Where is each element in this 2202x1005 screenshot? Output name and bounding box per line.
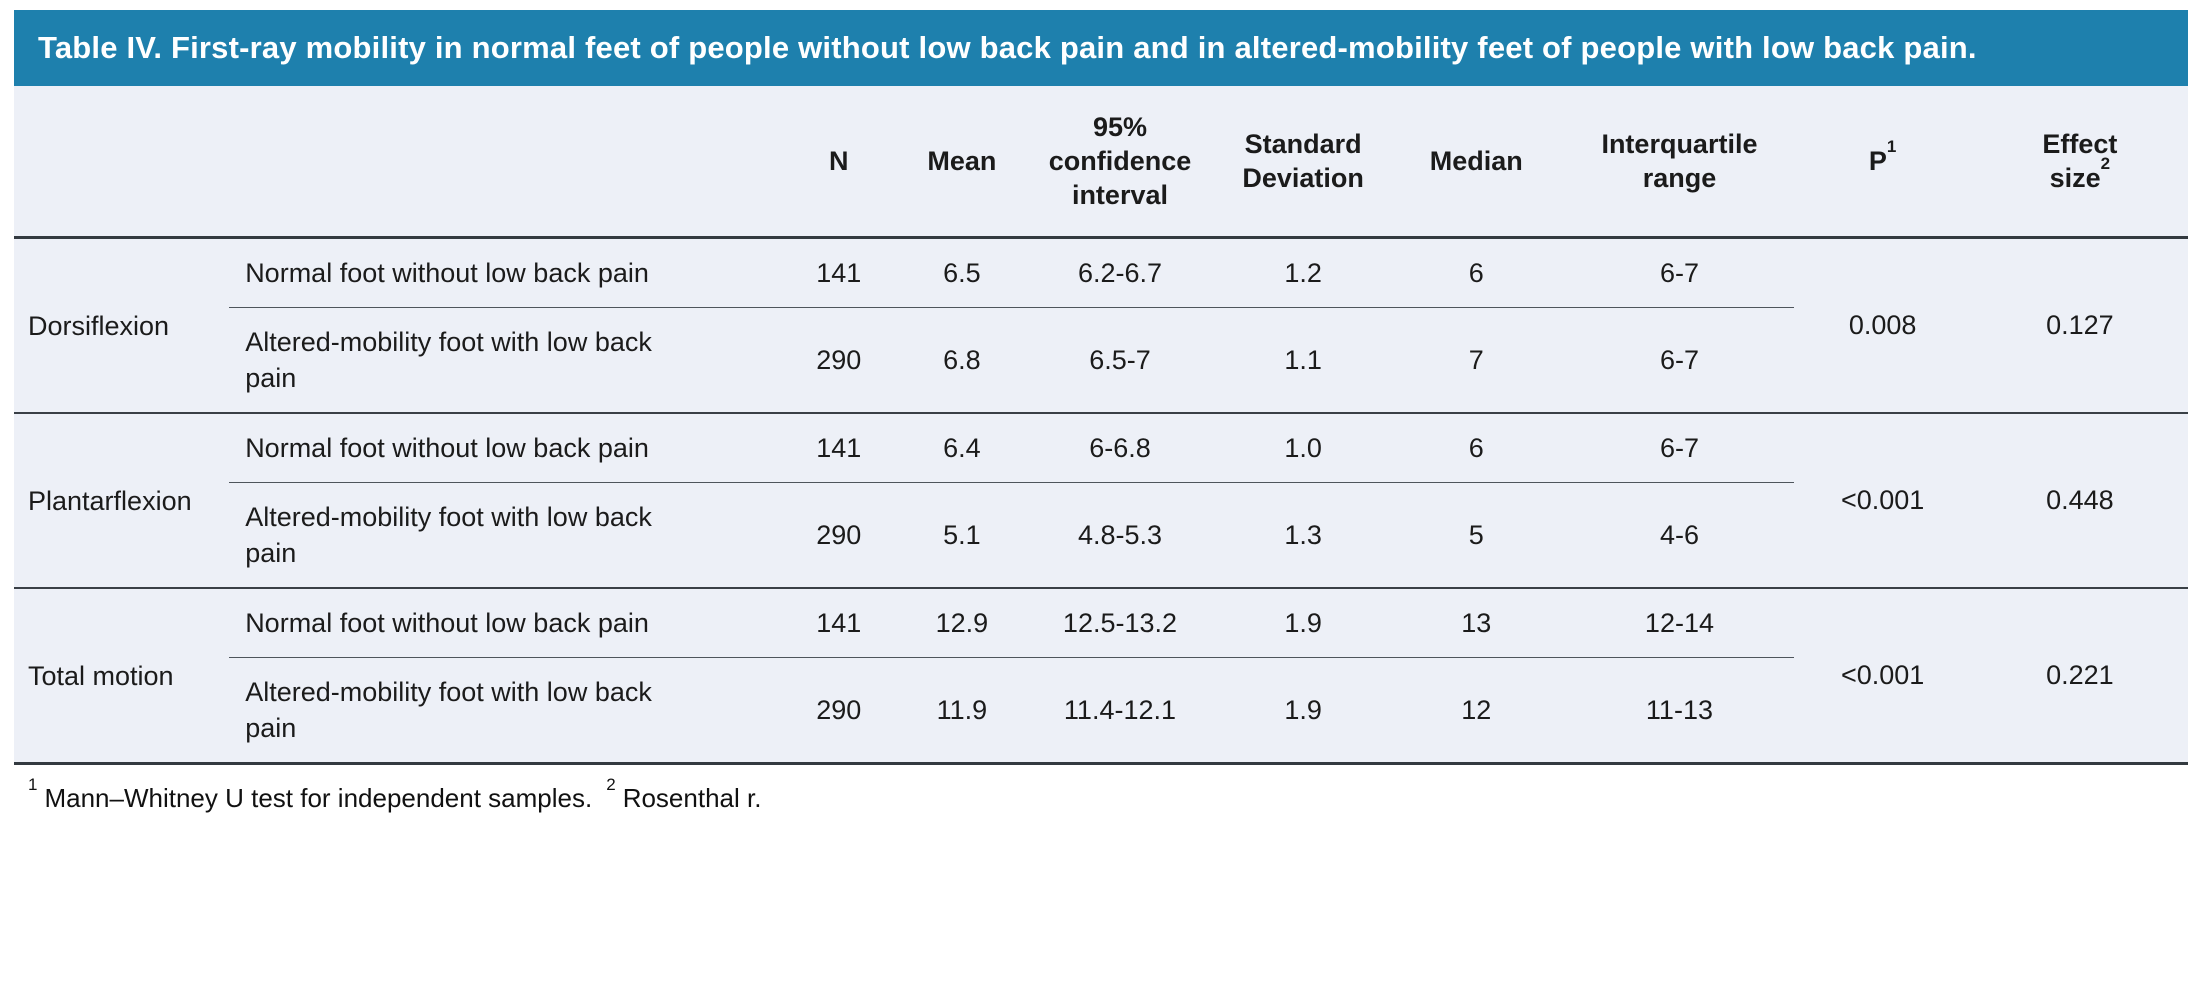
cell-n: 290 [816, 344, 862, 375]
table-row: Total motion Normal foot without low bac… [14, 587, 2188, 764]
cell-confidence-interval: 11.4-12.1 [1063, 694, 1177, 725]
cell-confidence-interval: 4.8-5.3 [1077, 519, 1162, 550]
cell-confidence-interval: 12.5-13.2 [1020, 587, 1220, 658]
cell-n: 141 [774, 412, 903, 483]
condition-cell: Normal foot without low back pain [229, 587, 775, 658]
header-effect-size: Effect size2 [1971, 86, 2188, 239]
header-standard-deviation: Standard Deviation [1219, 86, 1388, 239]
cell-n: 290 [816, 694, 862, 725]
cell-standard-deviation: 1.2 [1219, 237, 1388, 308]
condition-cell: Altered-mobility foot with low back pain [245, 327, 652, 393]
cell-standard-deviation: 1.1 [1284, 344, 1322, 375]
header-mean: Mean [902, 86, 1021, 239]
cell-effect-size: 0.127 [2046, 310, 2114, 340]
table-footnotes: 1 Mann–Whitney U test for independent sam… [28, 775, 2188, 814]
cell-standard-deviation: 1.0 [1219, 412, 1388, 483]
p-footnote-marker: 1 [1886, 137, 1897, 156]
condition-cell: Altered-mobility foot with low back pain [245, 677, 652, 743]
cell-interquartile-range: 12-14 [1565, 587, 1794, 658]
cell-effect-size: 0.448 [1971, 412, 2188, 588]
cell-median: 6 [1387, 412, 1566, 483]
table-card: Table IV. First-ray mobility in normal f… [14, 10, 2188, 814]
table-title: Table IV. First-ray mobility in normal f… [14, 10, 2188, 86]
cell-median: 6 [1387, 237, 1566, 308]
footnote-rosenthal: 2 Rosenthal r. [606, 775, 762, 813]
cell-confidence-interval: 6.2-6.7 [1020, 237, 1220, 308]
header-interquartile-range: Interquartile range [1565, 86, 1794, 239]
header-median: Median [1387, 86, 1566, 239]
row-group-label-total-motion: Total motion [14, 587, 230, 764]
cell-p-value: 0.008 [1848, 310, 1917, 340]
cell-mean: 11.9 [936, 694, 988, 725]
cell-mean: 6.5 [902, 237, 1021, 308]
cell-interquartile-range: 6-7 [1565, 412, 1794, 483]
cell-median: 13 [1387, 587, 1566, 658]
condition-cell: Altered-mobility foot with low back pain [245, 502, 652, 568]
cell-standard-deviation: 1.9 [1219, 587, 1388, 658]
condition-cell: Normal foot without low back pain [229, 237, 775, 308]
cell-interquartile-range: 6-7 [1659, 344, 1699, 375]
cell-n: 141 [774, 587, 903, 658]
cell-standard-deviation: 1.9 [1284, 694, 1322, 725]
cell-standard-deviation: 1.3 [1284, 519, 1322, 550]
first-ray-mobility-table: N Mean 95% confidence interval Standard … [14, 86, 2188, 765]
cell-interquartile-range: 6-7 [1565, 237, 1794, 308]
header-empty-condition [229, 86, 775, 239]
table-header-row: N Mean 95% confidence interval Standard … [14, 86, 2188, 239]
cell-p-value: <0.001 [1793, 587, 1972, 764]
table-row: Altered-mobility foot with low back pain… [14, 658, 2188, 764]
footnote-marker-2: 2 [606, 775, 616, 795]
cell-mean: 5.1 [943, 519, 981, 550]
header-confidence-interval: 95% confidence interval [1020, 86, 1220, 239]
cell-confidence-interval: 6.5-7 [1089, 344, 1151, 375]
header-n: N [774, 86, 903, 239]
row-group-label-plantarflexion: Plantarflexion [14, 412, 230, 588]
cell-mean: 6.8 [943, 344, 981, 375]
cell-n: 141 [774, 237, 903, 308]
cell-interquartile-range: 4-6 [1659, 519, 1699, 550]
table-row: Plantarflexion Normal foot without low b… [14, 412, 2188, 588]
cell-p-value: <0.001 [1793, 412, 1972, 588]
footnote-marker-1: 1 [28, 775, 38, 795]
condition-cell: Normal foot without low back pain [229, 412, 775, 483]
header-empty-group [14, 86, 230, 239]
footnote-mann-whitney: 1 Mann–Whitney U test for independent sam… [28, 775, 593, 813]
cell-median: 12 [1461, 694, 1492, 725]
effect-size-footnote-marker: 2 [2100, 154, 2111, 173]
cell-median: 5 [1468, 519, 1484, 550]
header-p-value: P1 [1793, 86, 1972, 239]
table-row: Dorsiflexion Normal foot without low bac… [14, 237, 2188, 341]
table-row: Altered-mobility foot with low back pain… [14, 483, 2188, 589]
row-group-label-dorsiflexion: Dorsiflexion [28, 310, 170, 341]
cell-mean: 6.4 [902, 412, 1021, 483]
cell-confidence-interval: 6-6.8 [1020, 412, 1220, 483]
table-row: Altered-mobility foot with low back pain… [14, 308, 2188, 414]
cell-mean: 12.9 [902, 587, 1021, 658]
cell-effect-size: 0.221 [1971, 587, 2188, 764]
cell-median: 7 [1468, 344, 1484, 375]
cell-n: 290 [816, 519, 862, 550]
cell-interquartile-range: 11-13 [1645, 694, 1713, 725]
